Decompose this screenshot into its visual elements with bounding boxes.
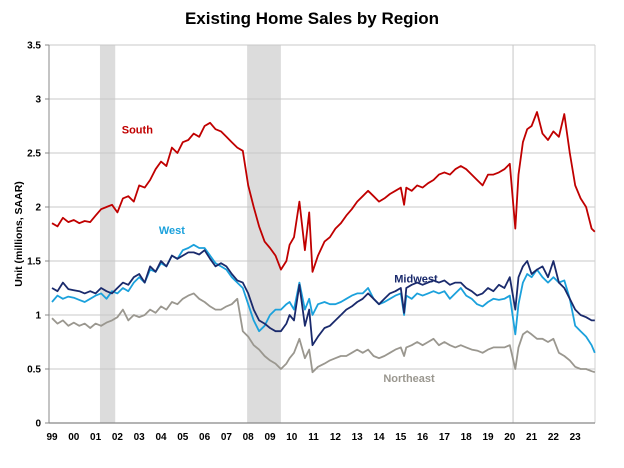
series-labels: South West Midwest Northeast [122, 125, 438, 385]
x-tick-label: 05 [177, 432, 189, 443]
series-line-south [51, 111, 596, 273]
y-tick-label: 0 [35, 419, 41, 430]
x-tick-label: 13 [352, 432, 364, 443]
y-tick-label: 3.5 [27, 41, 41, 52]
series-line-northeast [51, 292, 596, 374]
x-tick-label: 23 [570, 432, 582, 443]
x-tick-label: 99 [46, 432, 58, 443]
x-tick-label: 20 [504, 432, 516, 443]
x-tick-label: 07 [221, 432, 233, 443]
series-lines [51, 111, 596, 374]
x-tick-label: 17 [439, 432, 451, 443]
x-tick-label: 08 [243, 432, 255, 443]
series-label-midwest: Midwest [394, 274, 438, 286]
x-tick-label: 01 [90, 432, 102, 443]
recession-bands [99, 45, 514, 423]
x-tick-label: 02 [112, 432, 124, 443]
y-tick-labels: 0 0.5 1 1.5 2 2.5 3 3.5 [27, 41, 41, 430]
x-tick-label: 22 [548, 432, 560, 443]
x-tick-label: 11 [308, 432, 319, 443]
y-tick-label: 2.5 [27, 149, 41, 160]
y-tick-label: 2 [35, 203, 41, 214]
x-tick-label: 03 [134, 432, 146, 443]
x-tick-label: 06 [199, 432, 211, 443]
x-tick-label: 14 [373, 432, 385, 443]
x-tick-label: 15 [395, 432, 407, 443]
x-tick-label: 19 [482, 432, 494, 443]
series-line-midwest [51, 249, 595, 347]
chart-title: Existing Home Sales by Region [185, 9, 439, 28]
gridlines [49, 44, 596, 423]
recession-band [99, 45, 116, 423]
x-tick-label: 09 [264, 432, 276, 443]
x-tick-label: 21 [526, 432, 538, 443]
x-tick-label: 04 [155, 432, 167, 443]
y-axis-label: Unit (millions, SAAR) [13, 181, 25, 287]
axes [45, 44, 595, 424]
x-tick-label: 16 [417, 432, 429, 443]
x-tick-label: 18 [461, 432, 473, 443]
y-tick-label: 1 [35, 311, 41, 322]
x-tick-labels: 99 00 01 02 03 04 05 06 07 08 09 10 11 12 13 14 15 16 17 18… [46, 432, 581, 443]
y-tick-label: 1.5 [27, 257, 41, 268]
recession-band [247, 45, 281, 423]
x-tick-label: 00 [68, 432, 80, 443]
x-tick-label: 12 [330, 432, 342, 443]
series-label-south: South [122, 125, 153, 137]
x-tick-label: 10 [286, 432, 298, 443]
y-tick-label: 3 [35, 95, 41, 106]
series-label-northeast: Northeast [383, 373, 435, 385]
series-label-west: West [159, 225, 185, 237]
y-tick-label: 0.5 [27, 365, 41, 376]
